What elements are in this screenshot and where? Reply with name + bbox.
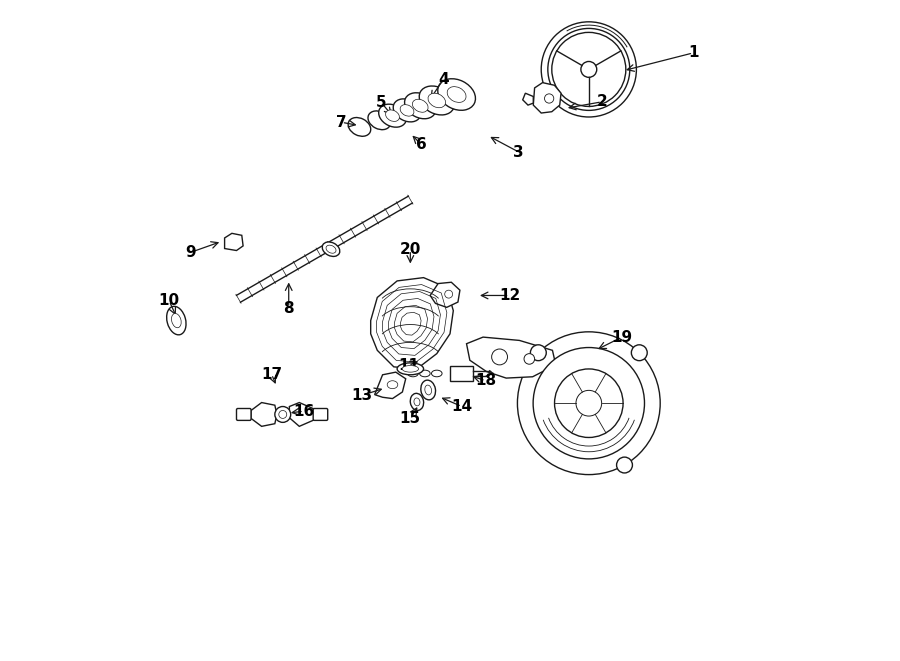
Circle shape bbox=[274, 407, 291, 422]
FancyBboxPatch shape bbox=[313, 408, 328, 420]
Ellipse shape bbox=[431, 370, 442, 377]
Circle shape bbox=[552, 32, 626, 106]
Ellipse shape bbox=[387, 381, 398, 389]
Text: 5: 5 bbox=[376, 95, 387, 110]
Text: 6: 6 bbox=[416, 137, 427, 151]
Ellipse shape bbox=[414, 398, 420, 406]
Ellipse shape bbox=[428, 93, 446, 108]
Ellipse shape bbox=[410, 393, 424, 410]
Circle shape bbox=[632, 345, 647, 361]
Text: 15: 15 bbox=[400, 411, 421, 426]
Text: 17: 17 bbox=[261, 367, 282, 381]
Polygon shape bbox=[450, 366, 473, 381]
Ellipse shape bbox=[402, 366, 418, 372]
Circle shape bbox=[548, 28, 630, 110]
Text: 1: 1 bbox=[688, 46, 698, 60]
Ellipse shape bbox=[326, 245, 336, 253]
Text: 18: 18 bbox=[475, 373, 496, 388]
Ellipse shape bbox=[437, 79, 475, 110]
Text: 9: 9 bbox=[184, 245, 195, 260]
Circle shape bbox=[541, 22, 636, 117]
Ellipse shape bbox=[322, 242, 340, 256]
Circle shape bbox=[580, 61, 597, 77]
Text: 2: 2 bbox=[597, 95, 608, 109]
Circle shape bbox=[616, 457, 633, 473]
Ellipse shape bbox=[405, 93, 436, 119]
Ellipse shape bbox=[368, 111, 391, 130]
Text: 11: 11 bbox=[398, 358, 418, 373]
Circle shape bbox=[518, 332, 661, 475]
Circle shape bbox=[576, 391, 602, 416]
Polygon shape bbox=[523, 93, 534, 105]
Polygon shape bbox=[225, 233, 243, 251]
Circle shape bbox=[445, 290, 453, 298]
Ellipse shape bbox=[166, 306, 186, 335]
Text: 10: 10 bbox=[158, 293, 180, 308]
Text: 12: 12 bbox=[499, 288, 520, 303]
Ellipse shape bbox=[447, 87, 466, 102]
Polygon shape bbox=[251, 403, 276, 426]
Ellipse shape bbox=[400, 104, 414, 116]
Text: 4: 4 bbox=[438, 72, 449, 87]
Polygon shape bbox=[430, 282, 460, 307]
Polygon shape bbox=[534, 83, 561, 113]
Ellipse shape bbox=[397, 363, 424, 375]
Circle shape bbox=[530, 345, 546, 361]
Ellipse shape bbox=[421, 380, 436, 400]
Circle shape bbox=[491, 349, 508, 365]
Text: 7: 7 bbox=[337, 115, 347, 130]
Ellipse shape bbox=[419, 370, 430, 377]
Circle shape bbox=[279, 410, 287, 418]
Ellipse shape bbox=[425, 385, 432, 395]
Text: 8: 8 bbox=[284, 301, 294, 315]
Text: 19: 19 bbox=[611, 330, 633, 344]
Ellipse shape bbox=[379, 104, 406, 127]
Ellipse shape bbox=[393, 99, 421, 122]
Polygon shape bbox=[371, 278, 454, 369]
Polygon shape bbox=[374, 372, 406, 399]
Ellipse shape bbox=[412, 99, 428, 112]
Polygon shape bbox=[290, 403, 314, 426]
Text: 13: 13 bbox=[352, 388, 373, 403]
Polygon shape bbox=[466, 337, 556, 378]
Circle shape bbox=[554, 369, 623, 438]
Text: 20: 20 bbox=[400, 243, 421, 257]
Ellipse shape bbox=[348, 118, 371, 136]
Ellipse shape bbox=[419, 86, 454, 115]
Text: 16: 16 bbox=[293, 404, 314, 418]
FancyBboxPatch shape bbox=[237, 408, 251, 420]
Circle shape bbox=[524, 354, 535, 364]
Text: 3: 3 bbox=[513, 145, 524, 159]
Ellipse shape bbox=[385, 110, 400, 122]
Circle shape bbox=[533, 348, 644, 459]
Circle shape bbox=[544, 94, 554, 103]
Ellipse shape bbox=[408, 370, 418, 377]
Ellipse shape bbox=[172, 313, 181, 328]
Text: 14: 14 bbox=[451, 399, 472, 414]
